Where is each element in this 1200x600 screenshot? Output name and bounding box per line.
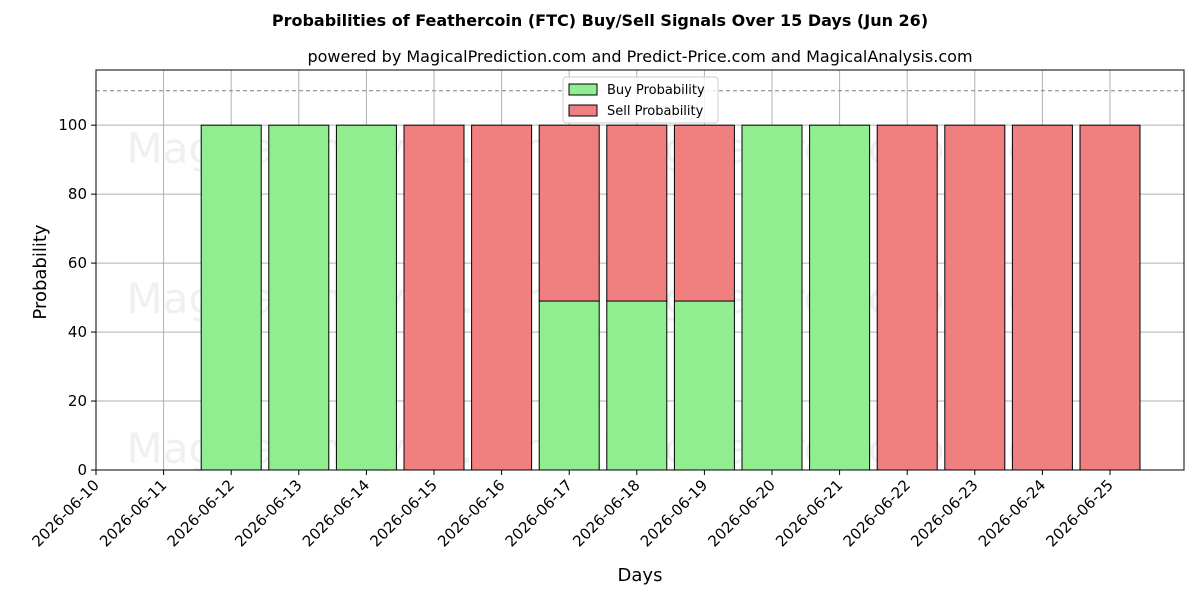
x-tick-label: 2026-06-19	[637, 476, 711, 550]
x-tick-label: 2026-06-12	[164, 476, 238, 550]
x-tick-label: 2026-06-24	[975, 476, 1049, 550]
buy-bar	[200, 124, 262, 471]
buy-bar	[335, 124, 397, 471]
y-tick-label: 80	[68, 185, 87, 203]
y-tick-label: 20	[68, 392, 87, 410]
buy-bar	[673, 300, 735, 471]
sell-bar	[673, 124, 735, 302]
y-ticks: 0 20 40 60 80 100	[58, 116, 96, 479]
sell-bar	[944, 124, 1006, 471]
legend-label: Buy Probability	[607, 83, 705, 98]
x-tick-label: 2026-06-23	[907, 476, 981, 550]
legend-swatch	[568, 83, 598, 96]
legend-swatch	[568, 104, 598, 117]
chart-subtitle: powered by MagicalPrediction.com and Pre…	[307, 47, 972, 66]
sell-bar	[403, 124, 465, 471]
buy-bar	[268, 124, 330, 471]
x-tick-label: 2026-06-22	[840, 476, 914, 550]
plot-frame	[95, 69, 1185, 471]
x-tick-label: 2026-06-14	[299, 476, 373, 550]
legend-label: Sell Probability	[607, 104, 704, 119]
x-tick-label: 2026-06-10	[28, 476, 102, 550]
sell-bar	[1079, 124, 1141, 471]
x-ticks: 2026-06-102026-06-112026-06-122026-06-13…	[28, 470, 1117, 550]
x-tick-label: 2026-06-11	[96, 476, 170, 550]
x-tick-label: 2026-06-20	[704, 476, 778, 550]
sell-bar	[876, 124, 938, 471]
y-tick-label: 0	[77, 461, 87, 479]
bars	[200, 124, 1141, 471]
x-axis-label: Days	[618, 565, 663, 586]
x-tick-label: 2026-06-17	[502, 476, 576, 550]
buy-bar	[606, 300, 668, 471]
buy-bar	[538, 300, 600, 471]
y-tick-label: 100	[58, 116, 87, 134]
y-tick-label: 60	[68, 254, 87, 272]
legend: Buy Probability Sell Probability	[562, 76, 719, 124]
sell-bar	[606, 124, 668, 302]
buy-bar	[741, 124, 803, 471]
x-tick-label: 2026-06-21	[772, 476, 846, 550]
x-tick-label: 2026-06-16	[434, 476, 508, 550]
x-tick-label: 2026-06-13	[231, 476, 305, 550]
chart-title: Probabilities of Feathercoin (FTC) Buy/S…	[272, 11, 928, 30]
x-tick-label: 2026-06-18	[569, 476, 643, 550]
x-tick-label: 2026-06-15	[366, 476, 440, 550]
sell-bar	[471, 124, 533, 471]
y-tick-label: 40	[68, 323, 87, 341]
sell-bar	[538, 124, 600, 302]
y-axis-label: Probability	[30, 224, 51, 319]
legend-box	[562, 76, 719, 124]
buy-bar	[809, 124, 871, 471]
sell-bar	[1011, 124, 1073, 471]
x-tick-label: 2026-06-25	[1042, 476, 1116, 550]
